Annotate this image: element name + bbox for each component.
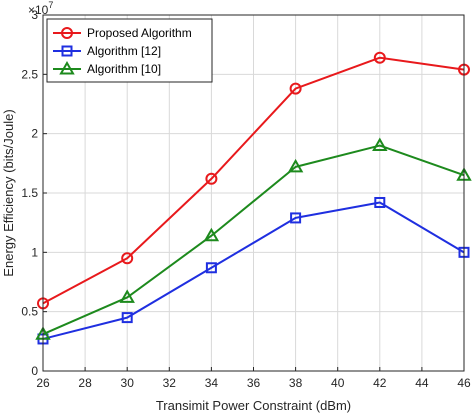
legend-label: Proposed Algorithm [87,26,192,40]
y-tick-label: 0 [31,364,38,378]
y-tick-label: 2.5 [21,67,38,81]
x-tick-label: 30 [121,376,135,390]
data-point [121,312,133,324]
data-point [121,252,134,265]
series-line [42,201,465,340]
legend-label: Algorithm [12] [87,44,161,58]
series-line [42,144,465,336]
data-point [290,212,302,224]
x-tick-label: 36 [247,376,261,390]
series-line [42,56,465,305]
x-tick-label: 46 [457,376,471,390]
legend-label: Algorithm [10] [87,62,161,76]
legend: Proposed Algorithm Algorithm [12] Algorith… [46,18,213,83]
data-point [119,289,135,303]
x-tick-label: 34 [205,376,219,390]
x-tick-label: 26 [36,376,50,390]
legend-item: Algorithm [10] [53,60,161,76]
data-point [289,82,302,95]
x-tick-label: 40 [331,376,345,390]
axis-ticks: 26 28 30 32 34 36 38 40 42 44 46 0 0.5 1 1.5 2 2.5 3 [21,8,471,390]
data-point [205,172,218,185]
legend-item: Proposed Algorithm [53,26,192,40]
data-point [373,51,386,64]
data-point [372,137,388,152]
legend-item: Algorithm [12] [53,44,161,58]
legend-swatch-marker [61,45,73,57]
x-tick-label: 42 [373,376,387,390]
series-triangle [35,137,472,340]
x-tick-label: 44 [415,376,429,390]
x-tick-label: 38 [289,376,303,390]
x-tick-label: 32 [163,376,177,390]
y-tick-label: 3 [31,8,38,22]
y-axis-exponent: ×107 [28,0,53,17]
data-point [203,227,220,242]
legend-swatch-marker [61,27,73,39]
x-axis-label: Transimit Power Constraint (dBm) [156,398,351,413]
y-axis-label: Energy Efficiency (bits/Joule) [1,109,16,276]
y-tick-label: 0.5 [21,305,38,319]
data-point [287,158,304,173]
legend-swatch-marker [59,60,75,75]
y-tick-label: 2 [31,127,38,141]
y-tick-label: 1 [31,245,38,259]
data-point [205,262,217,274]
data-point [374,196,386,208]
y-tick-label: 1.5 [21,186,38,200]
x-tick-label: 28 [78,376,92,390]
